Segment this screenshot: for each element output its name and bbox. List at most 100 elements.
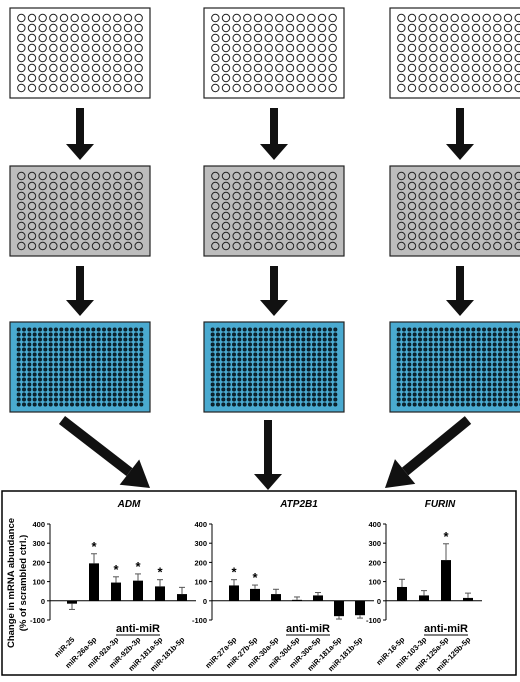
plate-well (313, 403, 316, 406)
plate-well (286, 393, 289, 396)
plate-well (483, 343, 486, 346)
plate-well (71, 182, 78, 189)
plate-well (472, 358, 475, 361)
plate-well (472, 74, 479, 81)
plate-well (254, 388, 257, 391)
plate-well (430, 24, 437, 31)
plate-well (108, 393, 111, 396)
plate-well (307, 388, 310, 391)
plate-well (124, 212, 131, 219)
plate-well (270, 403, 273, 406)
plate-well (424, 373, 427, 376)
plate-well (28, 373, 31, 376)
plate-well (92, 348, 95, 351)
plate-well (483, 353, 486, 356)
plate-well (430, 172, 437, 179)
plate-well (233, 54, 240, 61)
plate-well (483, 172, 490, 179)
plate-well (494, 192, 501, 199)
plate-well (424, 363, 427, 366)
plate-well (430, 64, 437, 71)
plate-well (129, 378, 132, 381)
plate-well (329, 348, 332, 351)
plate-well (494, 54, 501, 61)
plate-well (140, 363, 143, 366)
plate-well (276, 172, 283, 179)
plate-well (477, 398, 480, 401)
plate-well (65, 403, 68, 406)
plate-well (28, 14, 35, 21)
plate-well (286, 358, 289, 361)
plate-well (217, 328, 220, 331)
plate-well (329, 14, 336, 21)
plate-well (103, 343, 106, 346)
plate-well (76, 363, 79, 366)
plate-well (49, 333, 52, 336)
plate-well (281, 393, 284, 396)
plate-well (82, 84, 89, 91)
plate-well (270, 368, 273, 371)
plate-well (318, 242, 325, 249)
plate-well (244, 14, 251, 21)
plate-well (135, 14, 142, 21)
plate-well (313, 353, 316, 356)
chart-title: ADM (117, 499, 141, 510)
plate-well (259, 373, 262, 376)
plate-well (483, 383, 486, 386)
plate-well (403, 328, 406, 331)
plate-well (82, 242, 89, 249)
plate-well (504, 74, 511, 81)
plate-well (472, 44, 479, 51)
plate-well (55, 348, 58, 351)
plate-well (472, 34, 479, 41)
plate-well (413, 328, 416, 331)
plate-well (81, 383, 84, 386)
plate-well (49, 368, 52, 371)
plate-well (419, 212, 426, 219)
plate-well (307, 368, 310, 371)
plate-well (233, 192, 240, 199)
plate-well (451, 393, 454, 396)
plate-well (103, 14, 110, 21)
plate-well (140, 388, 143, 391)
plate-well (97, 353, 100, 356)
plate-well (249, 348, 252, 351)
plate-well (92, 328, 95, 331)
plate-well (462, 242, 469, 249)
plate-well (97, 403, 100, 406)
plate-well (233, 328, 236, 331)
plate-well (297, 383, 300, 386)
plate-well (413, 388, 416, 391)
plate-well (124, 393, 127, 396)
plate-well (212, 192, 219, 199)
plate-well (270, 398, 273, 401)
plate-well (211, 383, 214, 386)
plate-well (488, 343, 491, 346)
plate-well (281, 363, 284, 366)
plate-well (227, 403, 230, 406)
plate-96-white-right (390, 8, 520, 98)
plate-well (413, 378, 416, 381)
plate-well (451, 192, 458, 199)
y-tick-label: 300 (194, 539, 207, 548)
plate-well (504, 64, 511, 71)
plate-well (254, 328, 257, 331)
plate-well (71, 242, 78, 249)
plate-well (60, 348, 63, 351)
plate-well (217, 338, 220, 341)
plate-well (65, 348, 68, 351)
plate-well (408, 202, 415, 209)
plate-well (456, 403, 459, 406)
plate-well (419, 353, 422, 356)
plate-well (265, 338, 268, 341)
plate-well (265, 388, 268, 391)
plate-well (103, 64, 110, 71)
plate-well (440, 393, 443, 396)
plate-well (477, 343, 480, 346)
plate-well (472, 333, 475, 336)
plate-well (49, 358, 52, 361)
plate-well (451, 44, 458, 51)
plate-well (302, 368, 305, 371)
plate-well (140, 348, 143, 351)
plate-well (461, 373, 464, 376)
